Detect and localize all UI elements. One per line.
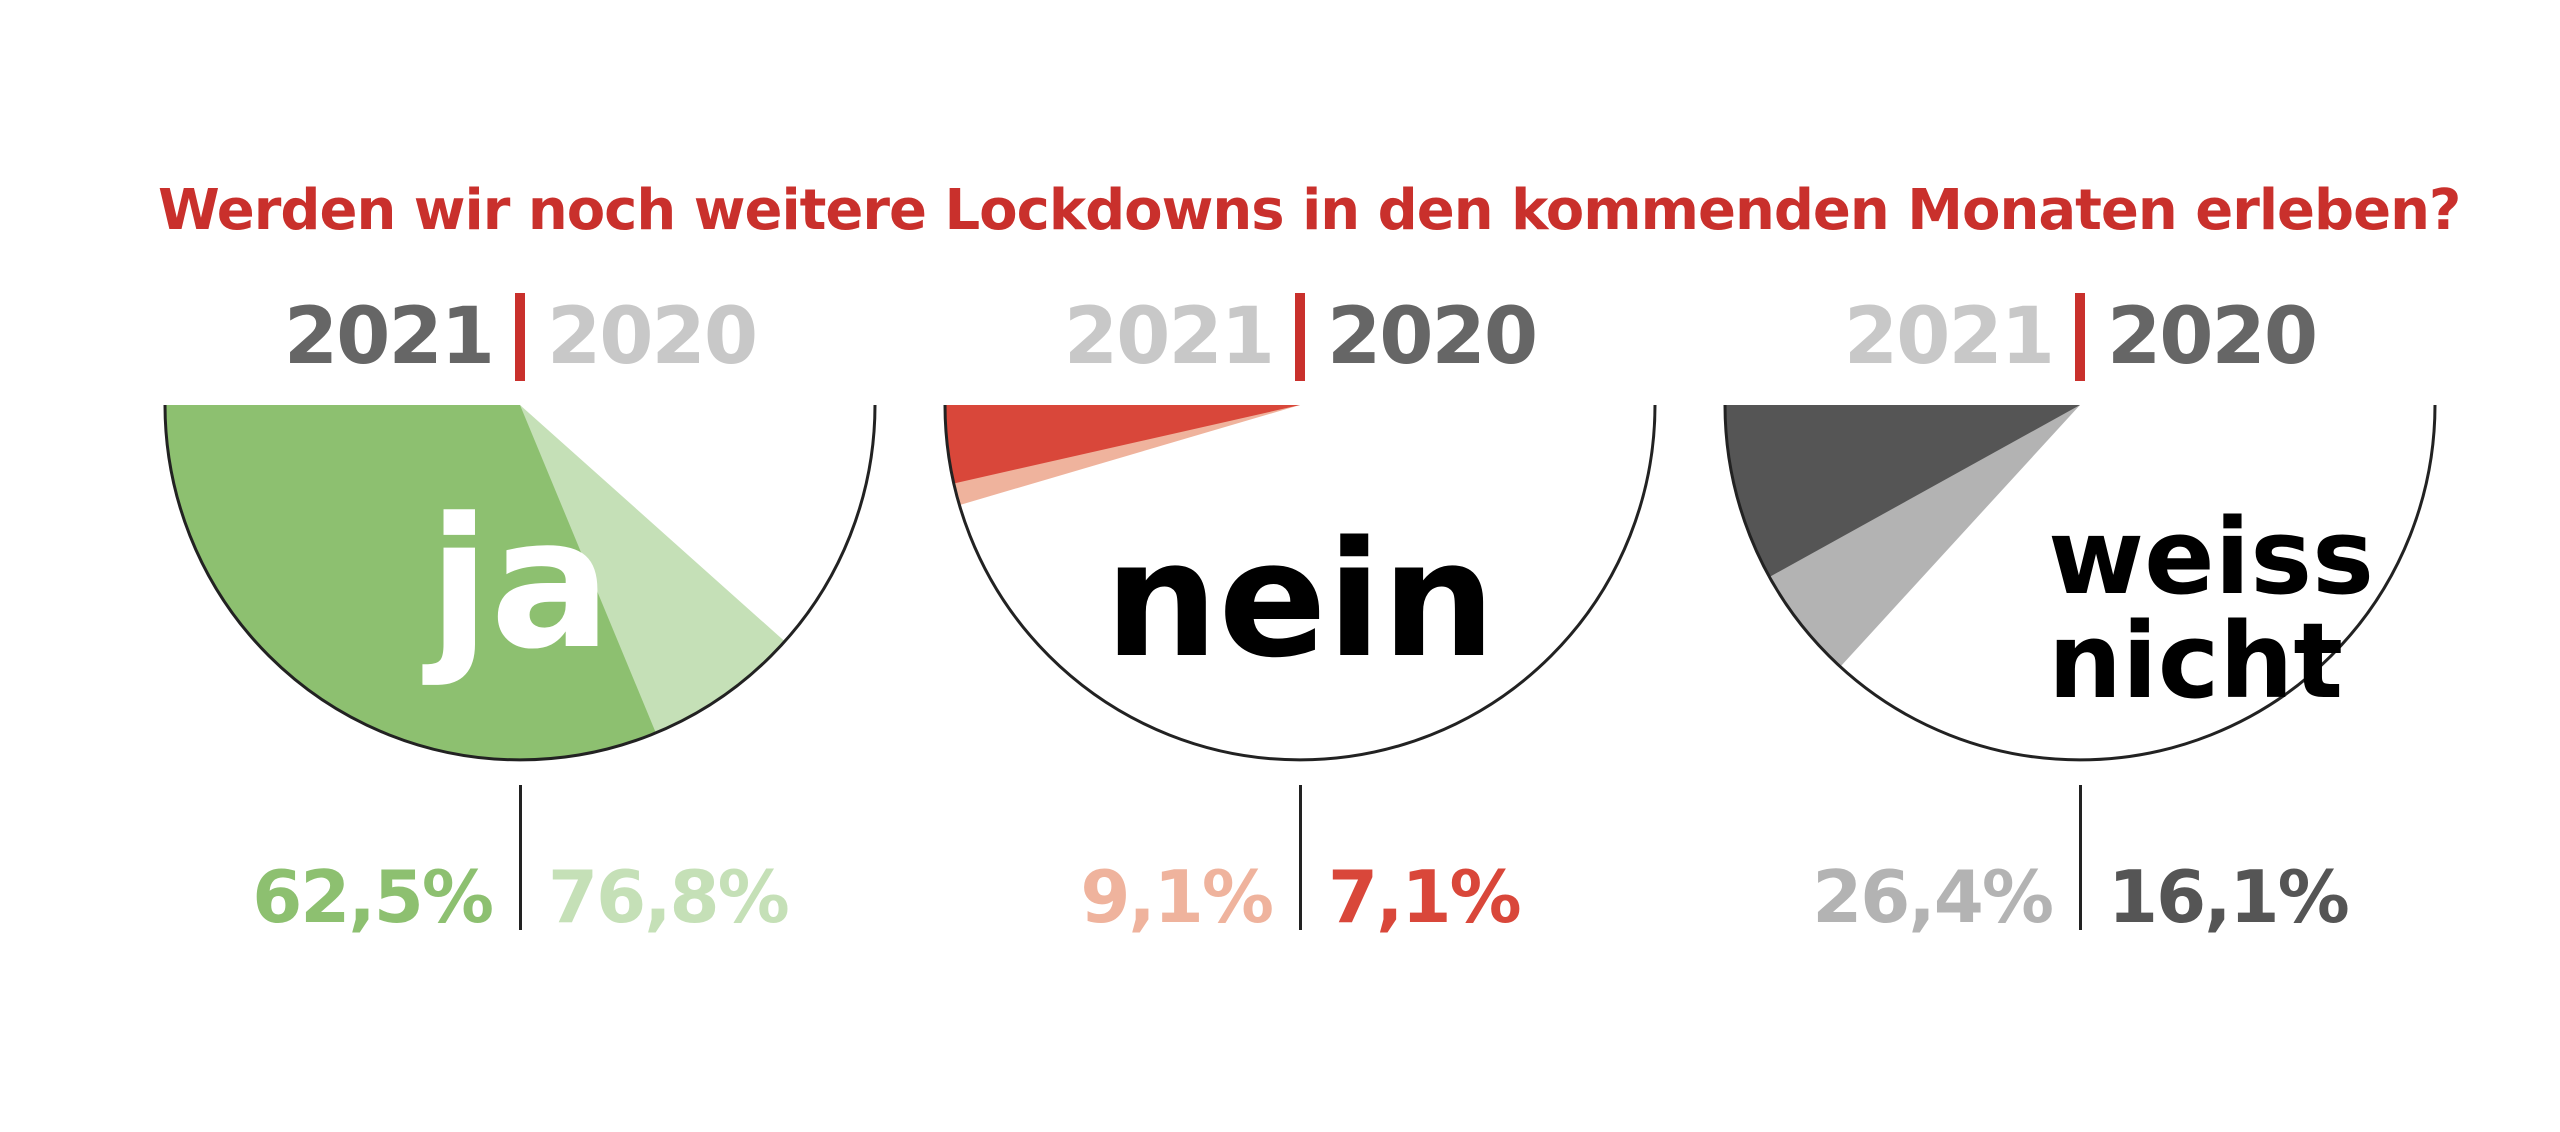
percent-row: 62,5% 76,8% [140,785,900,939]
percent-2021: 9,1% [1080,855,1274,939]
pie-wrapper [140,404,900,789]
year-separator [1295,293,1305,381]
panel-weiss-nicht: 2021 2020 weiss nicht 26,4% 16,1% [1700,0,2460,1132]
percent-2021: 62,5% [252,855,494,939]
year-label-2021: 2021 [1063,292,1275,382]
year-label-2021: 2021 [1843,292,2055,382]
chart-title: Werden wir noch weitere Lockdowns in den… [158,178,2461,243]
percent-2020: 16,1% [2108,855,2350,939]
pie-outline [1723,404,2437,762]
pie-svg [943,404,1657,762]
percent-2021: 26,4% [1812,855,2054,939]
percent-2020: 7,1% [1328,855,1522,939]
pie-svg [163,404,877,762]
pie-slice-2020 [945,405,1300,484]
pie-wrapper [920,404,1680,789]
pie-svg [1723,404,2437,762]
category-label: weiss nicht [2048,496,2375,722]
year-separator [2075,293,2085,381]
year-label-2020: 2020 [1327,292,1538,382]
year-header: 2021 2020 [920,292,1680,382]
pie-slice-2020 [1725,405,2080,577]
panel-ja: 2021 2020 ja 62,5% 76,8% [140,0,900,1132]
pie-wrapper [1700,404,2460,789]
pie-outline [943,404,1657,762]
percent-divider [2079,785,2082,930]
percent-divider [519,785,522,930]
percent-row: 9,1% 7,1% [920,785,1680,939]
year-header: 2021 2020 [140,292,900,382]
year-header: 2021 2020 [1700,292,2460,382]
pie-slice-2021 [165,405,656,761]
percent-row: 26,4% 16,1% [1700,785,2460,939]
pie-outline [163,404,877,762]
year-label-2020: 2020 [2107,292,2318,382]
category-label: nein [1104,506,1496,693]
year-label-2020: 2020 [547,292,758,382]
percent-2020: 76,8% [548,855,790,939]
year-label-2021: 2021 [283,292,495,382]
panel-nein: 2021 2020 nein 9,1% 7,1% [920,0,1680,1132]
year-separator [515,293,525,381]
category-label: ja [428,480,612,689]
percent-divider [1299,785,1302,930]
